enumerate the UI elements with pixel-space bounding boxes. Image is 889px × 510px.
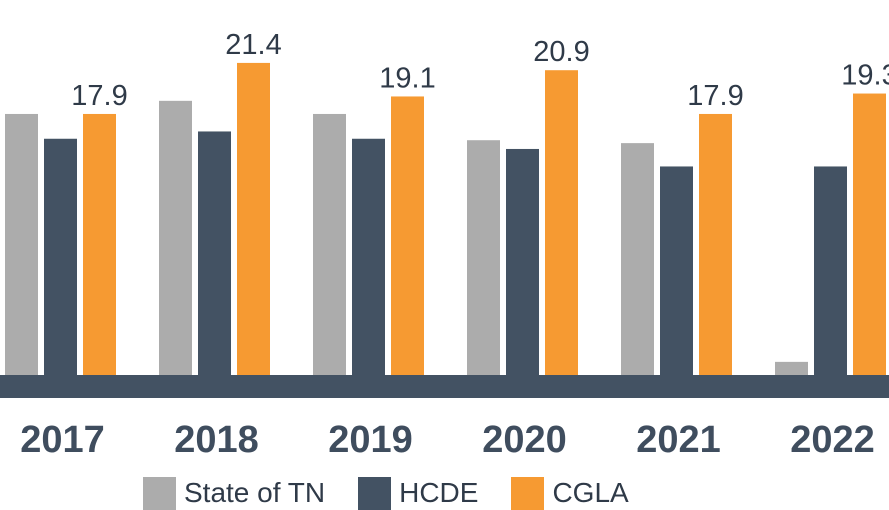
bar-hcde-2018 xyxy=(198,131,231,375)
data-label-cgla-2017: 17.9 xyxy=(71,80,127,112)
bar-state-of-tn-2020 xyxy=(467,140,500,375)
legend-label-hcde: HCDE xyxy=(399,477,479,508)
bar-cgla-2021 xyxy=(699,113,732,375)
legend-swatch-cgla xyxy=(511,476,545,510)
legend-item-cgla: CGLA xyxy=(511,476,629,510)
x-tick-label-2020: 2020 xyxy=(482,419,567,461)
x-tick-label-2021: 2021 xyxy=(636,419,721,461)
bar-state-of-tn-2022 xyxy=(775,361,808,375)
bar-hcde-2020 xyxy=(506,148,539,375)
x-tick-label-2019: 2019 xyxy=(328,419,413,461)
x-tick-label-2018: 2018 xyxy=(174,419,259,461)
bar-cgla-2017 xyxy=(83,113,116,375)
data-label-cgla-2022: 19.3 xyxy=(841,60,889,92)
legend-label-state-of-tn: State of TN xyxy=(184,477,326,508)
bar-state-of-tn-2018 xyxy=(159,100,192,375)
bar-cgla-2019 xyxy=(391,96,424,375)
x-axis-band xyxy=(0,375,889,398)
data-label-cgla-2019: 19.1 xyxy=(379,62,435,94)
bar-state-of-tn-2019 xyxy=(313,113,346,375)
legend-label-cgla: CGLA xyxy=(552,477,629,508)
bar-state-of-tn-2021 xyxy=(621,143,654,375)
legend-item-hcde: HCDE xyxy=(358,476,479,510)
x-tick-label-2017: 2017 xyxy=(20,419,105,461)
data-label-cgla-2021: 17.9 xyxy=(687,80,743,112)
chart-legend: State of TN HCDE CGLA xyxy=(143,476,662,510)
bar-state-of-tn-2017 xyxy=(5,113,38,375)
bar-cgla-2018 xyxy=(237,62,270,376)
legend-swatch-state-of-tn xyxy=(143,476,176,510)
bar-chart: 17.9 21.4 19.1 20.9 17.9 19.3 2017 2018 2019 2020… xyxy=(0,29,889,461)
bar-hcde-2019 xyxy=(352,138,385,375)
data-label-cgla-2018: 21.4 xyxy=(225,29,281,61)
bar-hcde-2021 xyxy=(660,166,693,375)
bar-cgla-2022 xyxy=(853,93,886,376)
legend-item-state-of-tn: State of TN xyxy=(143,476,326,510)
data-label-cgla-2020: 20.9 xyxy=(533,36,589,68)
bar-cgla-2020 xyxy=(545,70,578,375)
bar-hcde-2017 xyxy=(44,138,77,375)
legend-swatch-hcde xyxy=(358,476,392,510)
x-tick-label-2022: 2022 xyxy=(790,419,875,461)
bar-hcde-2022 xyxy=(814,166,847,375)
